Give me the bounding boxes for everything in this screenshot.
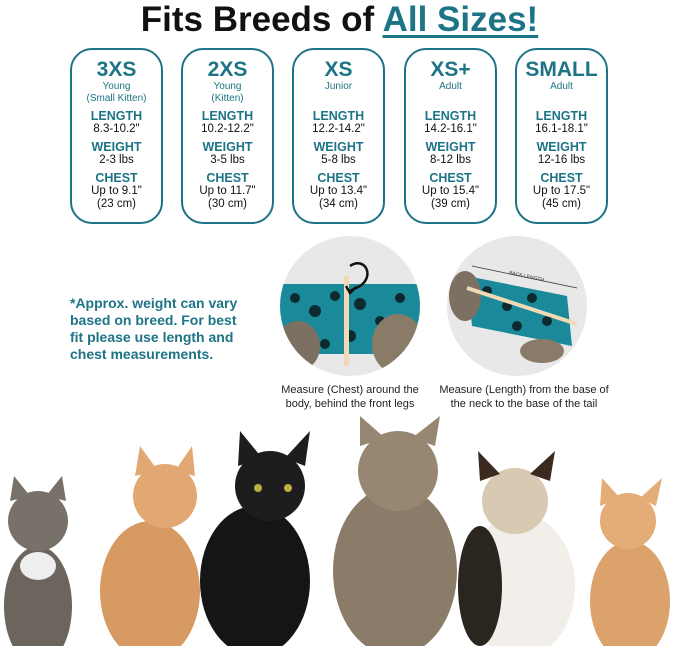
chest-label: CHEST [540, 171, 583, 185]
chest-value: Up to 11.7" [199, 185, 256, 197]
size-description: Young (Kitten) [211, 81, 244, 104]
headline: Fits Breeds of All Sizes! [140, 0, 539, 39]
cat-black [200, 431, 310, 646]
size-description: Young (Small Kitten) [86, 81, 147, 104]
weight-label: WEIGHT [536, 140, 587, 154]
chest-label: CHEST [317, 171, 360, 185]
weight-value: 8-12 lbs [430, 154, 471, 166]
fit-note: *Approx. weight can vary based on breed.… [70, 295, 238, 362]
size-name: XS [324, 58, 353, 81]
weight-label: WEIGHT [91, 140, 142, 154]
length-label: LENGTH [424, 109, 477, 123]
chest-label: CHEST [95, 171, 138, 185]
cat-maine-coon [333, 416, 457, 646]
chest-cm-value: (23 cm) [97, 198, 136, 210]
length-value: 16.1-18.1" [535, 123, 588, 135]
chest-cm-value: (30 cm) [208, 198, 247, 210]
weight-value: 5-8 lbs [321, 154, 356, 166]
length-measure-photo: BACK LENGTH [447, 236, 587, 376]
chest-caption: Measure (Chest) around the body, behind … [281, 384, 419, 410]
cat-orange [100, 446, 200, 646]
size-name: XS+ [430, 58, 471, 81]
size-description: Adult [439, 81, 462, 92]
size-card-2xs: 2XS Young (Kitten) LENGTH 10.2-12.2" WEIG… [181, 48, 274, 224]
length-label: LENGTH [312, 109, 365, 123]
length-value: 12.2-14.2" [312, 123, 365, 135]
chest-measure-photo [280, 236, 420, 376]
length-label: LENGTH [201, 109, 254, 123]
cat-tabby-kitten [4, 476, 72, 646]
chest-cm-value: (34 cm) [319, 198, 358, 210]
weight-value: 3-5 lbs [210, 154, 245, 166]
svg-text:BACK LENGTH: BACK LENGTH [509, 270, 545, 283]
size-card-small: SMALL Adult LENGTH 16.1-18.1" WEIGHT 12-… [515, 48, 608, 224]
chest-cm-value: (45 cm) [542, 198, 581, 210]
chest-value: Up to 9.1" [91, 185, 142, 197]
cats-photo [4, 416, 670, 646]
chest-value: Up to 13.4" [309, 185, 368, 197]
size-card-xs-plus: XS+ Adult LENGTH 14.2-16.1" WEIGHT 8-12 … [404, 48, 497, 224]
length-label: LENGTH [90, 109, 143, 123]
cat-orange-small [590, 478, 670, 646]
chest-label: CHEST [206, 171, 249, 185]
weight-label: WEIGHT [202, 140, 253, 154]
size-description: Junior [324, 81, 353, 92]
cat-calico [458, 451, 575, 646]
size-card-xs: XS Junior LENGTH 12.2-14.2" WEIGHT 5-8 l… [292, 48, 385, 224]
size-name: 3XS [96, 58, 137, 81]
length-value: 8.3-10.2" [93, 123, 140, 135]
size-name: SMALL [525, 58, 598, 81]
weight-label: WEIGHT [425, 140, 476, 154]
size-name: 2XS [207, 58, 248, 81]
weight-value: 2-3 lbs [99, 154, 134, 166]
chest-label: CHEST [429, 171, 472, 185]
weight-label: WEIGHT [313, 140, 364, 154]
length-caption: Measure (Length) from the base of the ne… [439, 384, 609, 410]
chest-cm-value: (39 cm) [431, 198, 470, 210]
chest-value: Up to 17.5" [532, 185, 591, 197]
length-value: 14.2-16.1" [424, 123, 477, 135]
size-card-3xs: 3XS Young (Small Kitten) LENGTH 8.3-10.2"… [70, 48, 163, 224]
size-description: Adult [550, 81, 573, 92]
weight-value: 12-16 lbs [537, 154, 586, 166]
length-value: 10.2-12.2" [201, 123, 254, 135]
chest-value: Up to 15.4" [421, 185, 480, 197]
length-label: LENGTH [535, 109, 588, 123]
